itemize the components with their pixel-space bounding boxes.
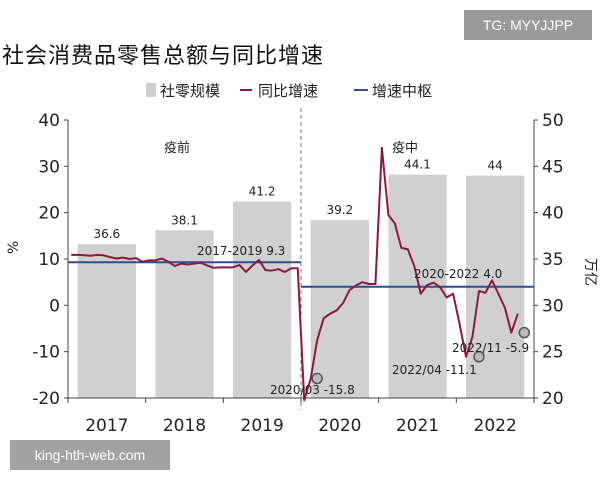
bar-2019 (233, 201, 292, 398)
watermark-top: TG: MYYJJPP (464, 10, 592, 40)
legend: 社零规模 同比增速 增速中枢 (146, 82, 432, 100)
bar-value-label: 38.1 (171, 213, 198, 227)
y-left-tick-label: -20 (32, 389, 60, 409)
bar-2018 (155, 230, 214, 398)
annotation-2022-11: 2022/11 -5.9 (452, 341, 529, 355)
bar-value-label: 39.2 (326, 203, 353, 217)
y-left-label: % (6, 241, 22, 254)
plot-area: 36.638.141.239.244.1 44-20-10010203040202… (32, 108, 564, 436)
y-left-tick-label: 20 (38, 204, 60, 224)
legend-center-label: 增速中枢 (372, 82, 432, 100)
annotation-marker (311, 372, 323, 385)
legend-bar-swatch (146, 83, 156, 97)
y-left-tick-label: 0 (49, 296, 60, 316)
bar-value-label: 44.1 (404, 158, 431, 172)
annotation-2022-04: 2022/04 -11.1 (392, 363, 477, 377)
y-right-tick-label: 45 (542, 157, 564, 177)
bar-2020 (310, 220, 369, 398)
annotation-marker (473, 351, 485, 363)
y-right-label: 万亿 (582, 258, 598, 286)
y-right-tick-label: 40 (542, 204, 564, 224)
period-label-during: 疫中 (392, 140, 418, 156)
legend-growth-label: 同比增速 (258, 82, 318, 100)
x-tick-label: 2020 (318, 416, 361, 436)
x-tick-label: 2021 (396, 416, 439, 436)
y-right-tick-label: 25 (542, 343, 564, 363)
y-left-tick-label: -10 (32, 343, 60, 363)
x-tick-label: 2018 (163, 416, 206, 436)
y-right-tick-label: 20 (542, 389, 564, 409)
annotation-marker (518, 326, 531, 339)
period-label-before: 疫前 (164, 140, 190, 156)
x-tick-label: 2022 (474, 416, 517, 436)
y-left-tick-label: 30 (38, 157, 60, 177)
y-left-tick-label: 40 (38, 111, 60, 131)
center-label-2: 2020-2022 4.0 (414, 267, 502, 281)
legend-bar-label: 社零规模 (160, 82, 220, 100)
bar-value-label: 41.2 (249, 185, 276, 199)
x-tick-label: 2017 (85, 416, 128, 436)
x-tick-label: 2019 (241, 416, 284, 436)
y-right-tick-label: 50 (542, 111, 564, 131)
watermark-bottom: king-hth-web.com (10, 440, 170, 470)
growth-line (71, 146, 519, 402)
chart-title: 社会消费品零售总额与同比增速 (2, 44, 325, 69)
annotation-2020-03: 2020/03 -15.8 (270, 383, 355, 397)
center-label-1: 2017-2019 9.3 (197, 244, 285, 258)
bar-value-label: 44 (488, 159, 503, 173)
y-left-tick-label: 10 (38, 250, 60, 270)
y-right-tick-label: 35 (542, 250, 564, 270)
bar-2017 (77, 244, 136, 398)
y-right-tick-label: 30 (542, 296, 564, 316)
bar-value-label: 36.6 (93, 227, 120, 241)
